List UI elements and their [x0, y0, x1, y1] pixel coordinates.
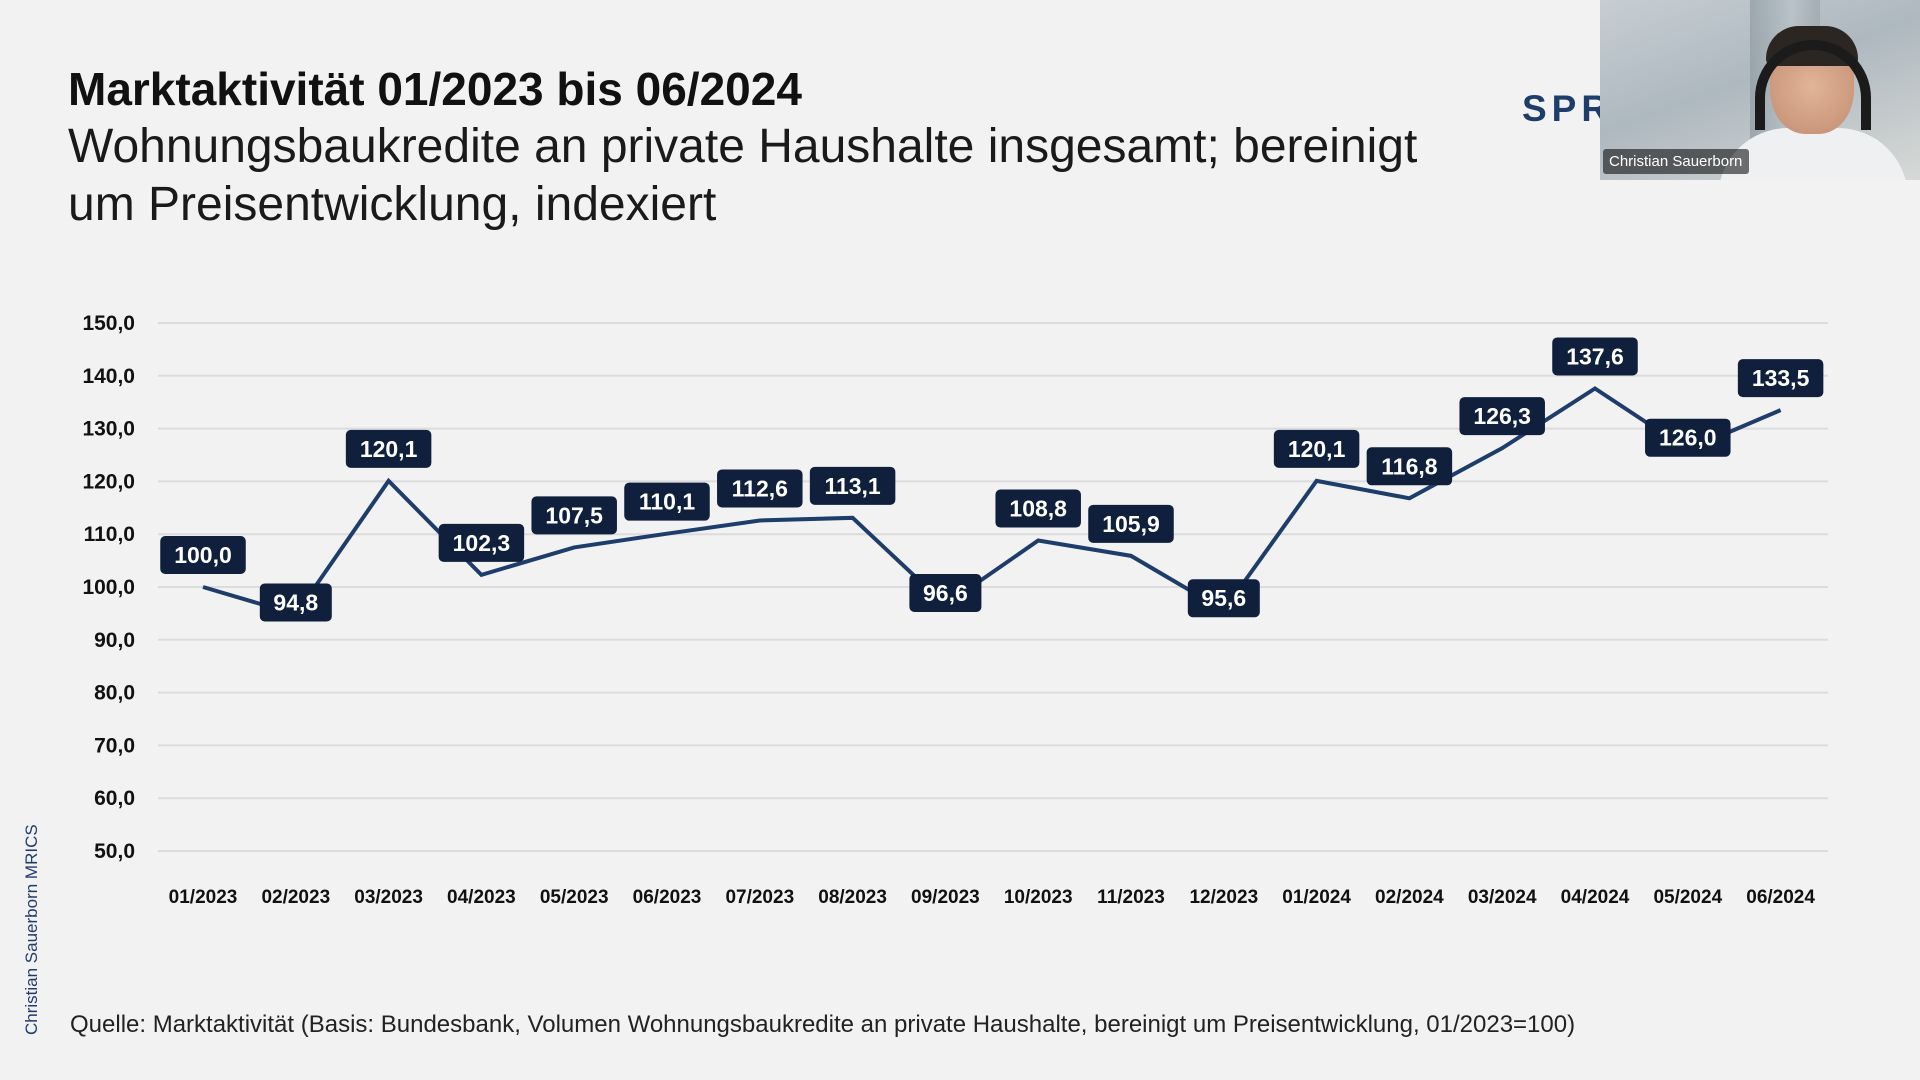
slide-subtitle: Wohnungsbaukredite an private Haushalte … — [68, 120, 1418, 231]
data-label-text: 105,9 — [1102, 511, 1160, 537]
y-tick-label: 140,0 — [82, 365, 135, 388]
data-label-box — [1737, 359, 1824, 398]
data-label-box — [624, 482, 710, 521]
data-label-text: 120,1 — [360, 436, 418, 462]
x-tick-label: 01/2024 — [1282, 887, 1351, 908]
data-label: 133,5 — [1737, 359, 1824, 398]
x-tick-label: 08/2023 — [818, 887, 887, 908]
x-axis-ticks: 01/2023 02/2023 03/2023 04/2023 05/2023 06/20… — [169, 887, 1816, 908]
data-label-box — [1187, 579, 1260, 618]
data-label-text: 94,8 — [273, 589, 318, 615]
data-label: 120,1 — [1273, 429, 1360, 468]
data-label-box — [345, 429, 432, 468]
x-tick-label: 11/2023 — [1097, 887, 1165, 908]
data-label: 105,9 — [1088, 504, 1174, 543]
data-label: 95,6 — [1187, 579, 1260, 618]
data-label-text: 100,0 — [174, 542, 232, 568]
data-label-box — [1366, 447, 1453, 486]
data-label-box — [160, 536, 246, 574]
data-label: 96,6 — [909, 573, 982, 612]
y-tick-label: 120,0 — [82, 470, 135, 493]
x-tick-label: 09/2023 — [911, 887, 980, 908]
data-label: 112,6 — [717, 469, 803, 508]
x-tick-label: 02/2023 — [261, 887, 330, 908]
y-tick-label: 80,0 — [94, 682, 135, 705]
data-label: 116,8 — [1366, 447, 1453, 486]
data-label-box — [1088, 504, 1174, 543]
data-label-text: 95,6 — [1201, 585, 1246, 611]
data-label-box — [1645, 418, 1731, 457]
data-label-box — [1552, 337, 1638, 376]
data-label: 108,8 — [995, 489, 1081, 528]
x-tick-label: 01/2023 — [169, 887, 238, 908]
source-note: Quelle: Marktaktivität (Basis: Bundesban… — [70, 1011, 1576, 1038]
data-label-box — [1273, 429, 1360, 468]
data-label: 107,5 — [531, 496, 617, 535]
y-tick-label: 90,0 — [94, 629, 135, 652]
y-tick-label: 60,0 — [94, 787, 135, 810]
x-tick-label: 05/2024 — [1653, 887, 1722, 908]
data-label-text: 112,6 — [732, 475, 788, 501]
x-tick-label: 03/2024 — [1468, 887, 1537, 908]
webcam-overlay: Christian Sauerborn — [1600, 0, 1920, 180]
headphones-icon — [1755, 40, 1871, 130]
data-label: 100,0 — [160, 536, 246, 574]
data-label: 120,1 — [345, 429, 432, 468]
y-tick-label: 150,0 — [82, 312, 135, 335]
x-tick-label: 06/2024 — [1746, 887, 1815, 908]
company-logo: SPR — [1522, 88, 1614, 129]
y-tick-label: 70,0 — [94, 734, 135, 757]
x-tick-label: 04/2024 — [1561, 887, 1630, 908]
data-label-text: 126,3 — [1473, 403, 1531, 429]
data-label-text: 96,6 — [923, 580, 968, 606]
x-tick-label: 02/2024 — [1375, 887, 1444, 908]
data-label-text: 110,1 — [639, 489, 695, 515]
data-label-box — [438, 523, 525, 562]
data-label: 137,6 — [1552, 337, 1638, 376]
x-tick-label: 05/2023 — [540, 887, 609, 908]
y-tick-label: 50,0 — [94, 840, 135, 863]
data-label: 126,0 — [1645, 418, 1731, 457]
y-tick-label: 130,0 — [82, 418, 135, 441]
data-label-box — [909, 573, 982, 612]
data-label: 126,3 — [1459, 397, 1545, 436]
data-label-box — [717, 469, 803, 508]
side-credit: Christian Sauerborn MRICS — [22, 824, 41, 1035]
webcam-name-tag: Christian Sauerborn — [1603, 149, 1750, 174]
data-label-text: 113,1 — [824, 473, 880, 499]
x-tick-label: 12/2023 — [1189, 887, 1258, 908]
data-label-text: 137,6 — [1566, 343, 1624, 369]
x-tick-label: 03/2023 — [354, 887, 423, 908]
data-labels: 100,0 94,8 120,1 102,3 107,5 110,1 112,6 113,1 9… — [160, 337, 1824, 622]
grid-lines — [158, 322, 1828, 852]
data-label-box — [259, 583, 332, 622]
x-tick-label: 07/2023 — [725, 887, 794, 908]
data-label-box — [531, 496, 617, 535]
data-label-box — [1459, 397, 1545, 436]
data-label-box — [809, 466, 896, 505]
data-label: 110,1 — [624, 482, 710, 521]
y-tick-label: 110,0 — [84, 523, 135, 546]
x-tick-label: 10/2023 — [1004, 887, 1073, 908]
slide-title: Marktaktivität 01/2023 bis 06/2024 — [68, 63, 802, 115]
y-tick-label: 100,0 — [82, 576, 135, 599]
x-tick-label: 06/2023 — [633, 887, 702, 908]
data-label-text: 107,5 — [545, 502, 603, 528]
data-label-text: 108,8 — [1009, 496, 1067, 522]
y-axis-ticks: 150,0 140,0 130,0 120,0 110,0 100,0 90,0 80,0 70… — [82, 312, 135, 863]
data-label: 102,3 — [438, 523, 525, 562]
data-label-box — [995, 489, 1081, 528]
x-tick-label: 04/2023 — [447, 887, 516, 908]
data-label-text: 133,5 — [1752, 365, 1810, 391]
data-label-text: 116,8 — [1381, 453, 1437, 479]
data-label-text: 102,3 — [453, 530, 511, 556]
data-label: 113,1 — [809, 466, 896, 505]
data-label-text: 120,1 — [1288, 436, 1346, 462]
line-chart: 150,0 140,0 130,0 120,0 110,0 100,0 90,0 80,0 70… — [82, 312, 1828, 908]
data-label: 94,8 — [259, 583, 332, 622]
data-label-text: 126,0 — [1659, 425, 1717, 451]
